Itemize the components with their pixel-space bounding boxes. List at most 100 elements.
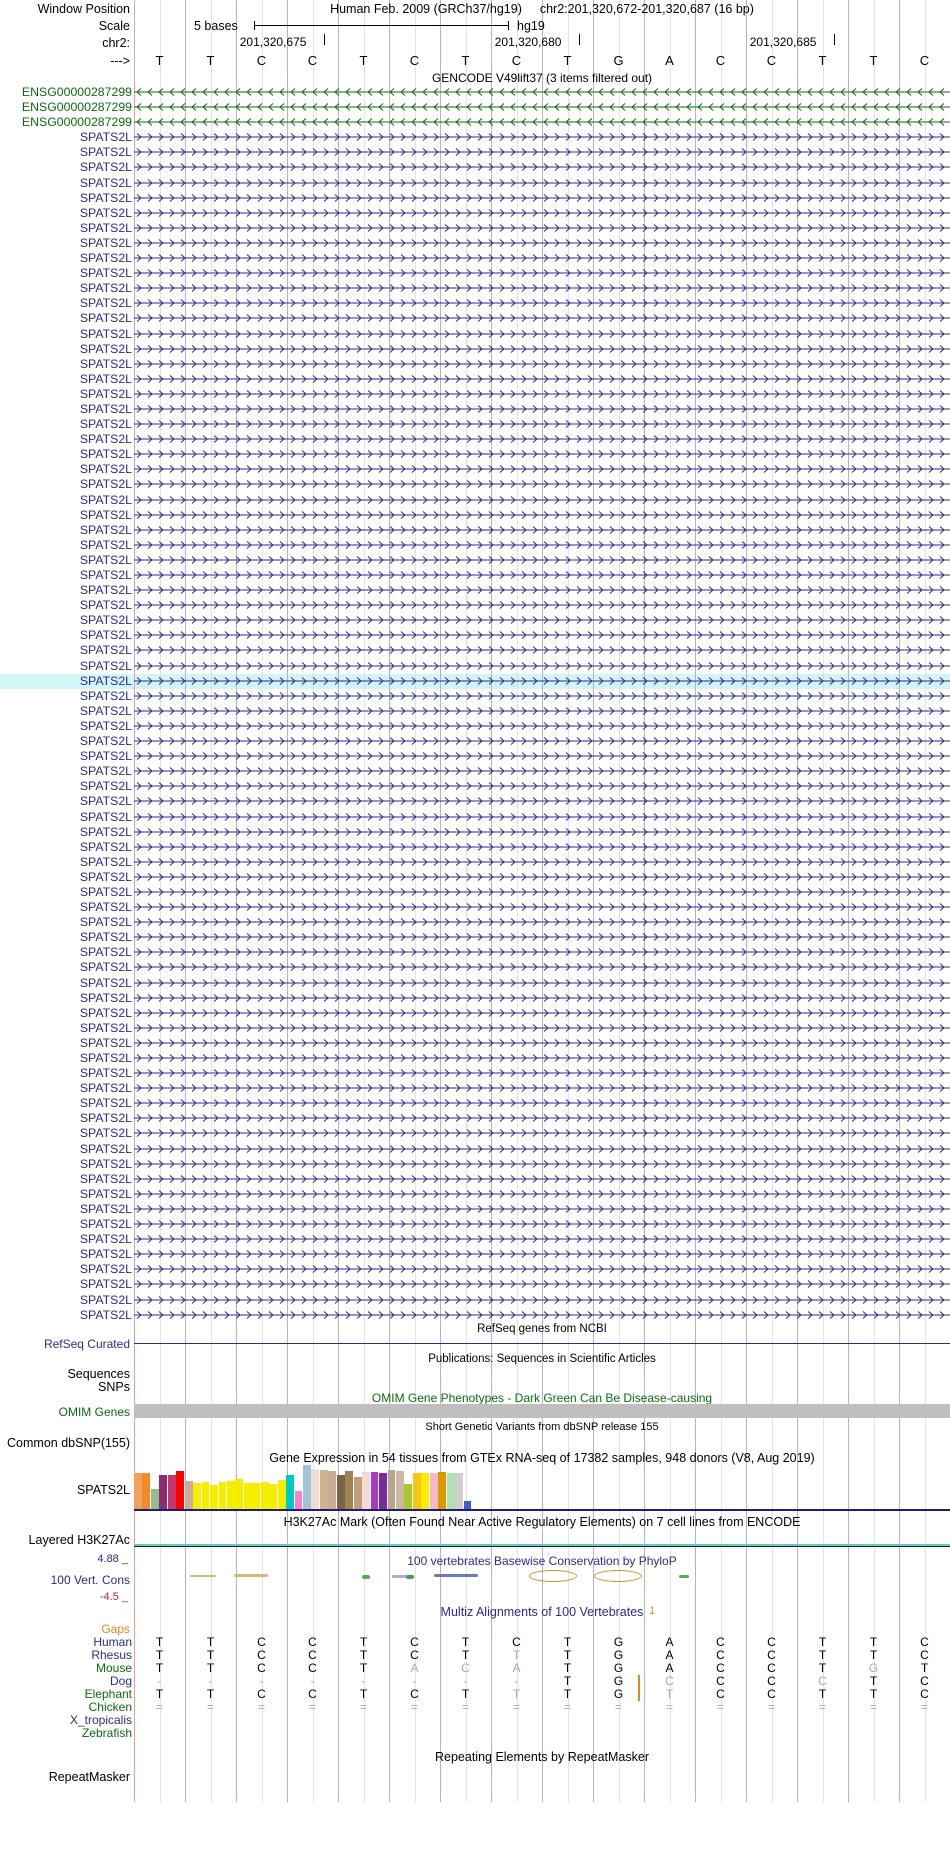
gtex-bar[interactable] [286, 1474, 294, 1509]
gene-row[interactable]: SPATS2L [0, 1126, 950, 1142]
gene-row[interactable]: SPATS2L [0, 945, 950, 961]
gene-label[interactable]: SPATS2L [79, 854, 132, 869]
gene-label[interactable]: SPATS2L [79, 1171, 132, 1186]
gene-label[interactable]: SPATS2L [79, 281, 132, 296]
gtex-bar[interactable] [235, 1478, 244, 1509]
gene-row[interactable]: SPATS2L [0, 824, 950, 840]
gene-row[interactable]: SPATS2L [0, 281, 950, 297]
gene-label[interactable]: SPATS2L [79, 1277, 132, 1292]
gene-row[interactable]: SPATS2L [0, 779, 950, 795]
gene-label[interactable]: SPATS2L [79, 1096, 132, 1111]
gene-label[interactable]: SPATS2L [79, 764, 132, 779]
gene-label[interactable]: SPATS2L [79, 462, 132, 477]
gtex-bar[interactable] [336, 1474, 345, 1509]
gene-label[interactable]: SPATS2L [79, 1232, 132, 1247]
gene-label[interactable]: SPATS2L [79, 1247, 132, 1262]
gtex-bar[interactable] [260, 1481, 269, 1509]
gene-row[interactable]: SPATS2L [0, 1066, 950, 1082]
gene-label[interactable]: SPATS2L [79, 960, 132, 975]
gene-row[interactable]: ENSG00000287299 [0, 115, 950, 131]
dbsnp-label[interactable]: Common dbSNP(155) [7, 1435, 130, 1450]
gene-row[interactable]: SPATS2L [0, 1277, 950, 1293]
gene-label[interactable]: SPATS2L [79, 568, 132, 582]
gene-row[interactable]: ENSG00000287299 [0, 85, 950, 101]
gene-label[interactable]: SPATS2L [79, 341, 132, 356]
conservation-label[interactable]: 100 Vert. Cons [50, 1572, 130, 1587]
gene-label[interactable]: SPATS2L [79, 175, 132, 190]
gtex-bar[interactable] [134, 1472, 142, 1509]
gtex-bar[interactable] [362, 1471, 371, 1509]
gene-row[interactable]: SPATS2L [0, 568, 950, 584]
gene-row[interactable]: SPATS2L [0, 915, 950, 931]
gene-row[interactable]: SPATS2L [0, 734, 950, 750]
gtex-bar[interactable] [370, 1471, 379, 1509]
gene-label[interactable]: SPATS2L [79, 794, 132, 809]
gene-label[interactable]: SPATS2L [79, 266, 132, 281]
gene-label[interactable]: SPATS2L [79, 1262, 132, 1277]
gene-label[interactable]: SPATS2L [79, 583, 132, 598]
gene-row[interactable]: SPATS2L [0, 960, 950, 976]
gene-row[interactable]: SPATS2L [0, 930, 950, 946]
gene-row[interactable]: SPATS2L [0, 371, 950, 387]
gtex-bar[interactable] [328, 1470, 337, 1509]
gene-row[interactable]: SPATS2L [0, 326, 950, 342]
gene-row[interactable]: SPATS2L [0, 764, 950, 780]
species-label[interactable]: Mouse [95, 1660, 132, 1675]
gene-row[interactable]: SPATS2L [0, 1081, 950, 1097]
gene-row[interactable]: SPATS2L [0, 1035, 950, 1051]
gene-row[interactable]: SPATS2L [0, 1171, 950, 1187]
gene-row[interactable]: SPATS2L [0, 658, 950, 674]
gene-row[interactable]: SPATS2L [0, 356, 950, 372]
gene-label[interactable]: SPATS2L [79, 1156, 132, 1171]
gtex-bar[interactable] [379, 1472, 387, 1509]
gene-row[interactable]: SPATS2L [0, 1186, 950, 1202]
gene-label[interactable]: ENSG00000287299 [21, 100, 132, 115]
gene-row[interactable]: SPATS2L [0, 1262, 950, 1278]
gene-row[interactable]: SPATS2L [0, 386, 950, 402]
gtex-bar[interactable] [184, 1480, 193, 1509]
gene-label[interactable]: SPATS2L [79, 869, 132, 884]
gene-label[interactable]: SPATS2L [79, 658, 132, 673]
gene-row[interactable]: SPATS2L [0, 1111, 950, 1127]
gene-row[interactable]: SPATS2L [0, 220, 950, 236]
gene-row[interactable]: SPATS2L [0, 749, 950, 765]
gtex-bar[interactable] [277, 1479, 286, 1509]
gene-row[interactable]: SPATS2L [0, 462, 950, 478]
omim-label[interactable]: OMIM Genes [58, 1404, 130, 1419]
gene-row[interactable]: SPATS2L [0, 507, 950, 523]
gene-label[interactable]: SPATS2L [79, 1201, 132, 1216]
gene-label[interactable]: SPATS2L [79, 311, 132, 326]
gtex-bar[interactable] [142, 1472, 151, 1509]
gene-label[interactable]: SPATS2L [79, 945, 132, 960]
gene-label[interactable]: SPATS2L [79, 205, 132, 220]
gene-label[interactable]: SPATS2L [79, 190, 132, 205]
gtex-bar[interactable] [438, 1471, 447, 1509]
gene-label[interactable]: SPATS2L [79, 718, 132, 733]
gene-label[interactable]: SPATS2L [79, 432, 132, 447]
gene-label[interactable]: SPATS2L [79, 809, 132, 824]
gtex-bar[interactable] [429, 1472, 438, 1509]
gene-label[interactable]: SPATS2L [79, 688, 132, 703]
gtex-bar[interactable] [201, 1481, 210, 1509]
gene-row[interactable]: SPATS2L [0, 1307, 950, 1323]
gene-row[interactable]: SPATS2L [0, 175, 950, 191]
gene-row[interactable]: SPATS2L [0, 718, 950, 735]
gtex-bar[interactable] [167, 1474, 176, 1509]
gene-row[interactable]: SPATS2L [0, 900, 950, 916]
gene-label[interactable]: SPATS2L [79, 356, 132, 371]
gene-row[interactable]: SPATS2L [0, 1156, 950, 1172]
gene-label[interactable]: SPATS2L [79, 386, 132, 401]
species-label[interactable]: X_tropicalis [69, 1712, 132, 1727]
gene-row[interactable]: SPATS2L [0, 522, 950, 538]
gene-label[interactable]: SPATS2L [79, 749, 132, 764]
gene-row[interactable]: SPATS2L [0, 537, 950, 553]
gene-label[interactable]: SPATS2L [79, 251, 132, 266]
gene-row[interactable]: SPATS2L [0, 869, 950, 885]
gene-row[interactable]: SPATS2L [0, 643, 950, 659]
gene-label[interactable]: SPATS2L [79, 824, 132, 839]
gene-row[interactable]: SPATS2L [0, 432, 950, 448]
gene-label[interactable]: ENSG00000287299 [21, 85, 132, 99]
gtex-bar[interactable] [176, 1470, 185, 1509]
gtex-bar[interactable] [412, 1472, 421, 1509]
gene-label[interactable]: SPATS2L [79, 1307, 132, 1322]
